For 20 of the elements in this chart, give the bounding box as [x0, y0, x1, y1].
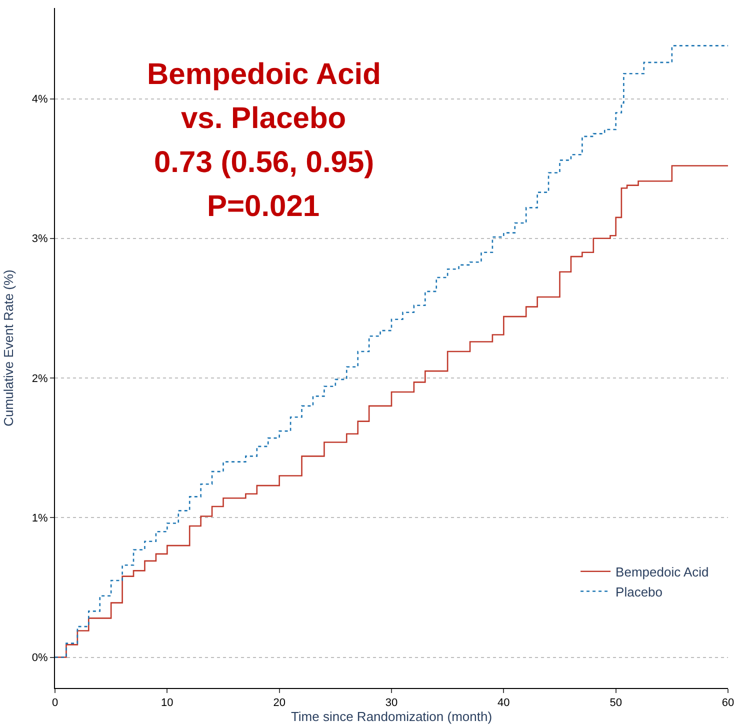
x-tick-label: 40: [498, 697, 510, 710]
y-axis-title: Cumulative Event Rate (%): [0, 270, 16, 426]
x-tick-label: 10: [161, 697, 174, 710]
annotation: vs. Placebo: [181, 102, 346, 135]
annotation: Bempedoic Acid: [147, 58, 381, 91]
x-tick-label: 30: [385, 697, 398, 710]
y-tick-label: 0%: [32, 652, 48, 664]
annotation: 0.73 (0.56, 0.95): [154, 146, 374, 179]
x-axis-title: Time since Randomization (month): [290, 709, 492, 724]
x-tick-label: 0: [52, 697, 58, 710]
y-tick-label: 4%: [32, 94, 48, 106]
y-tick-label: 1%: [32, 512, 48, 524]
y-tick-label: 2%: [32, 372, 48, 385]
x-tick-label: 20: [273, 697, 286, 710]
y-tick-label: 3%: [32, 233, 48, 246]
annotation: P=0.021: [207, 190, 320, 223]
legend-label: Placebo: [616, 584, 663, 600]
x-tick-label: 60: [722, 697, 734, 710]
legend-label: Bempedoic Acid: [616, 564, 709, 580]
x-tick-label: 50: [610, 697, 622, 710]
